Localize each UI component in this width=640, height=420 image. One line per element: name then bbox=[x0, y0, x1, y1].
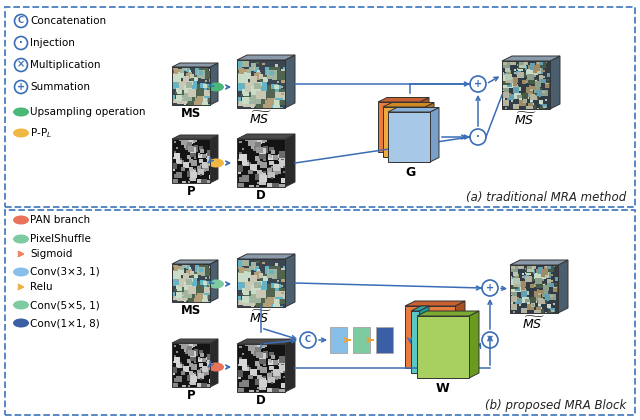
Ellipse shape bbox=[13, 318, 29, 328]
Polygon shape bbox=[210, 260, 218, 302]
Text: +: + bbox=[17, 82, 25, 92]
Text: W: W bbox=[436, 382, 450, 395]
Polygon shape bbox=[285, 134, 295, 187]
FancyBboxPatch shape bbox=[353, 327, 370, 353]
Ellipse shape bbox=[13, 108, 29, 116]
Polygon shape bbox=[237, 55, 295, 60]
Polygon shape bbox=[558, 260, 568, 313]
Polygon shape bbox=[237, 339, 295, 344]
Polygon shape bbox=[469, 311, 479, 378]
Polygon shape bbox=[285, 254, 295, 307]
Polygon shape bbox=[510, 260, 568, 265]
Text: MS: MS bbox=[181, 304, 201, 317]
Text: PAN branch: PAN branch bbox=[30, 215, 90, 225]
Ellipse shape bbox=[208, 362, 224, 372]
Polygon shape bbox=[502, 56, 560, 61]
Text: +: + bbox=[474, 79, 482, 89]
Polygon shape bbox=[237, 254, 295, 259]
Text: C: C bbox=[305, 335, 311, 344]
Polygon shape bbox=[210, 135, 218, 183]
Text: (b) proposed MRA Block: (b) proposed MRA Block bbox=[484, 399, 626, 412]
Ellipse shape bbox=[13, 129, 29, 137]
Text: $\widetilde{MS}$: $\widetilde{MS}$ bbox=[250, 111, 273, 127]
Ellipse shape bbox=[13, 300, 29, 310]
Text: Conv(5×5, 1): Conv(5×5, 1) bbox=[30, 300, 100, 310]
Ellipse shape bbox=[13, 268, 29, 276]
Text: ·: · bbox=[476, 132, 480, 142]
Text: $\widetilde{MS}$: $\widetilde{MS}$ bbox=[522, 316, 546, 332]
Text: Sigmoid: Sigmoid bbox=[30, 249, 72, 259]
Polygon shape bbox=[550, 56, 560, 109]
Polygon shape bbox=[285, 339, 295, 392]
FancyBboxPatch shape bbox=[417, 316, 469, 378]
Ellipse shape bbox=[208, 82, 224, 92]
Polygon shape bbox=[455, 301, 465, 368]
FancyBboxPatch shape bbox=[378, 102, 420, 152]
Text: MS: MS bbox=[181, 107, 201, 120]
Polygon shape bbox=[383, 102, 434, 107]
Polygon shape bbox=[210, 63, 218, 105]
FancyBboxPatch shape bbox=[383, 107, 425, 157]
Text: P-P$_L$: P-P$_L$ bbox=[30, 126, 52, 140]
Polygon shape bbox=[172, 260, 218, 264]
Text: Multiplication: Multiplication bbox=[30, 60, 100, 70]
Text: ×: × bbox=[17, 60, 25, 70]
Text: +: + bbox=[486, 283, 494, 293]
Text: Conv(3×3, 1): Conv(3×3, 1) bbox=[30, 267, 100, 277]
Text: Upsampling operation: Upsampling operation bbox=[30, 107, 145, 117]
Polygon shape bbox=[378, 97, 429, 102]
Text: D: D bbox=[256, 394, 266, 407]
Text: (a) traditional MRA method: (a) traditional MRA method bbox=[466, 191, 626, 204]
Polygon shape bbox=[172, 63, 218, 67]
FancyBboxPatch shape bbox=[330, 327, 347, 353]
Text: P: P bbox=[187, 185, 195, 198]
Polygon shape bbox=[405, 301, 465, 306]
Ellipse shape bbox=[13, 215, 29, 225]
Ellipse shape bbox=[208, 158, 224, 168]
FancyBboxPatch shape bbox=[405, 306, 455, 368]
Text: C: C bbox=[18, 16, 24, 25]
Polygon shape bbox=[411, 306, 429, 311]
FancyBboxPatch shape bbox=[411, 311, 419, 373]
Text: ×: × bbox=[486, 335, 494, 345]
Polygon shape bbox=[237, 134, 295, 139]
Ellipse shape bbox=[208, 279, 224, 289]
Polygon shape bbox=[419, 306, 429, 373]
Polygon shape bbox=[388, 108, 439, 112]
Text: G: G bbox=[405, 166, 415, 179]
Text: D: D bbox=[256, 189, 266, 202]
Text: Relu: Relu bbox=[30, 282, 52, 292]
Polygon shape bbox=[430, 108, 439, 162]
Text: ·: · bbox=[19, 38, 23, 48]
Polygon shape bbox=[172, 135, 218, 139]
Text: $\widetilde{MS}$: $\widetilde{MS}$ bbox=[250, 310, 273, 326]
Polygon shape bbox=[420, 97, 429, 152]
Ellipse shape bbox=[13, 234, 29, 244]
Text: Conv(1×1, 8): Conv(1×1, 8) bbox=[30, 318, 100, 328]
Polygon shape bbox=[425, 102, 434, 157]
FancyBboxPatch shape bbox=[388, 112, 430, 162]
Text: PixelShuffle: PixelShuffle bbox=[30, 234, 91, 244]
Polygon shape bbox=[417, 311, 479, 316]
FancyBboxPatch shape bbox=[376, 327, 393, 353]
Polygon shape bbox=[285, 55, 295, 108]
Text: P: P bbox=[187, 389, 195, 402]
Polygon shape bbox=[172, 339, 218, 343]
Text: Injection: Injection bbox=[30, 38, 75, 48]
Text: $\widetilde{MS}$: $\widetilde{MS}$ bbox=[515, 112, 538, 128]
Text: Summation: Summation bbox=[30, 82, 90, 92]
Text: Concatenation: Concatenation bbox=[30, 16, 106, 26]
Polygon shape bbox=[210, 339, 218, 387]
